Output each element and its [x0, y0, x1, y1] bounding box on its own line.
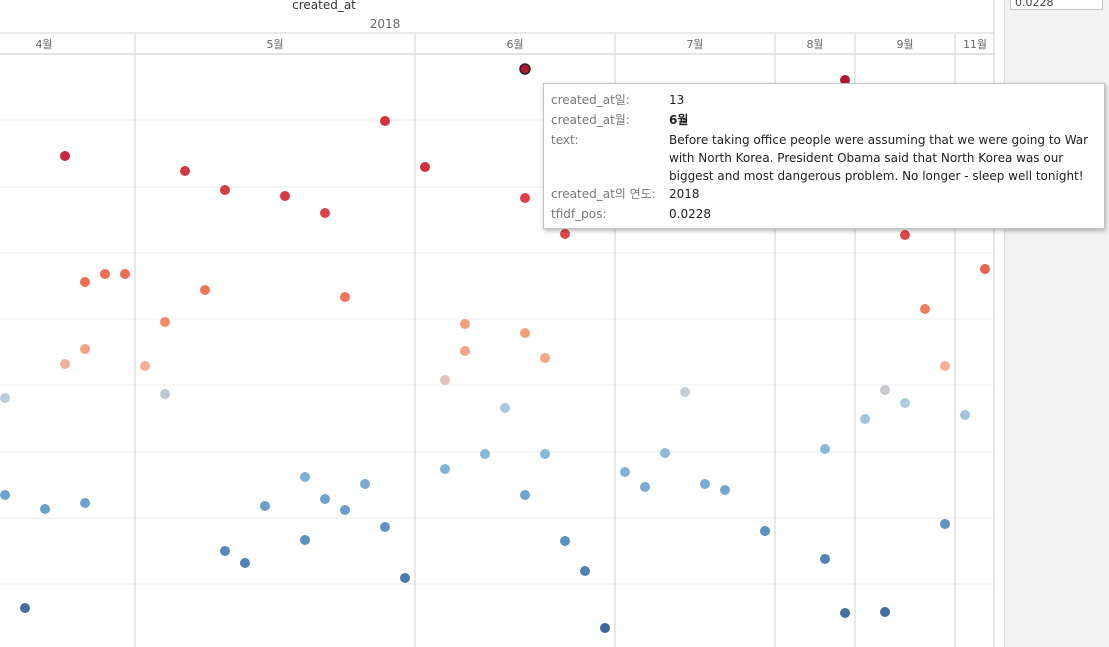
data-point[interactable] [80, 498, 90, 508]
data-point[interactable] [200, 285, 210, 295]
data-point[interactable] [840, 608, 850, 618]
data-point[interactable] [220, 185, 230, 195]
data-point[interactable] [340, 292, 350, 302]
data-point[interactable] [300, 535, 310, 545]
data-point[interactable] [960, 410, 970, 420]
year-header: 2018 [370, 17, 401, 31]
data-point[interactable] [0, 393, 10, 403]
data-point[interactable] [820, 444, 830, 454]
data-point[interactable] [380, 522, 390, 532]
data-point[interactable] [300, 472, 310, 482]
data-point[interactable] [360, 479, 370, 489]
data-point[interactable] [980, 264, 990, 274]
data-point[interactable] [520, 193, 530, 203]
month-label: 8월 [806, 38, 823, 51]
data-point[interactable] [500, 403, 510, 413]
data-point[interactable] [560, 229, 570, 239]
month-label: 7월 [686, 38, 703, 51]
data-point[interactable] [900, 398, 910, 408]
data-point[interactable] [860, 414, 870, 424]
data-point[interactable] [720, 485, 730, 495]
data-point[interactable] [260, 501, 270, 511]
tooltip-value: 6월 [669, 113, 689, 127]
data-point[interactable] [100, 269, 110, 279]
tooltip-key: tfidf_pos: [551, 207, 607, 221]
data-point[interactable] [560, 536, 570, 546]
data-point[interactable] [620, 467, 630, 477]
tooltip-value: 0.0228 [669, 207, 711, 221]
data-point[interactable] [640, 482, 650, 492]
data-point[interactable] [40, 504, 50, 514]
data-point[interactable] [920, 304, 930, 314]
tooltip: created_at일: 13 created_at월: 6월 text: Be… [543, 83, 1105, 229]
data-point[interactable] [940, 361, 950, 371]
data-point[interactable] [140, 361, 150, 371]
data-point[interactable] [160, 317, 170, 327]
highlighted-data-point[interactable] [519, 63, 531, 75]
data-point[interactable] [700, 479, 710, 489]
data-point[interactable] [80, 277, 90, 287]
data-point[interactable] [540, 449, 550, 459]
data-point[interactable] [880, 385, 890, 395]
month-headers: 4월 5월 6월 7월 8월 9월 11월 [35, 38, 987, 51]
data-point[interactable] [180, 166, 190, 176]
month-label: 9월 [896, 38, 913, 51]
data-point[interactable] [440, 375, 450, 385]
tooltip-value: 13 [669, 93, 685, 107]
data-point[interactable] [80, 344, 90, 354]
data-point[interactable] [820, 554, 830, 564]
tooltip-key: created_at의 연도: [551, 187, 656, 201]
x-axis-title: created_at [292, 0, 356, 12]
month-label: 5월 [266, 38, 283, 51]
data-point[interactable] [460, 346, 470, 356]
tooltip-key: text: [551, 133, 579, 147]
data-point[interactable] [60, 151, 70, 161]
month-label: 4월 [35, 38, 52, 51]
month-label: 6월 [506, 38, 523, 51]
data-points[interactable] [0, 63, 990, 633]
data-point[interactable] [460, 319, 470, 329]
scatter-plot: created_at 2018 4월 5월 6월 7월 8월 9월 11월 [0, 0, 995, 647]
filter-value-box[interactable]: 0.0228 [1010, 0, 1103, 10]
data-point[interactable] [520, 328, 530, 338]
data-point[interactable] [320, 494, 330, 504]
data-point[interactable] [440, 464, 450, 474]
data-point[interactable] [680, 387, 690, 397]
data-point[interactable] [880, 607, 890, 617]
data-point[interactable] [20, 603, 30, 613]
data-point[interactable] [520, 490, 530, 500]
tooltip-value: Before taking office people were assumin… [669, 133, 1089, 183]
data-point[interactable] [0, 490, 10, 500]
data-point[interactable] [280, 191, 290, 201]
data-point[interactable] [420, 162, 430, 172]
data-point[interactable] [340, 505, 350, 515]
data-point[interactable] [580, 566, 590, 576]
data-point[interactable] [540, 353, 550, 363]
month-label: 11월 [963, 38, 987, 51]
data-point[interactable] [240, 558, 250, 568]
data-point[interactable] [160, 389, 170, 399]
data-point[interactable] [220, 546, 230, 556]
data-point[interactable] [600, 623, 610, 633]
tooltip-value: 2018 [669, 187, 700, 201]
horizontal-gridlines [0, 119, 994, 585]
data-point[interactable] [900, 230, 910, 240]
data-point[interactable] [840, 75, 850, 85]
data-point[interactable] [380, 116, 390, 126]
data-point[interactable] [320, 208, 330, 218]
data-point[interactable] [120, 269, 130, 279]
data-point[interactable] [480, 449, 490, 459]
data-point[interactable] [60, 359, 70, 369]
data-point[interactable] [940, 519, 950, 529]
data-point[interactable] [660, 448, 670, 458]
data-point[interactable] [400, 573, 410, 583]
tooltip-key: created_at월: [551, 113, 630, 127]
tooltip-key: created_at일: [551, 93, 630, 107]
data-point[interactable] [760, 526, 770, 536]
